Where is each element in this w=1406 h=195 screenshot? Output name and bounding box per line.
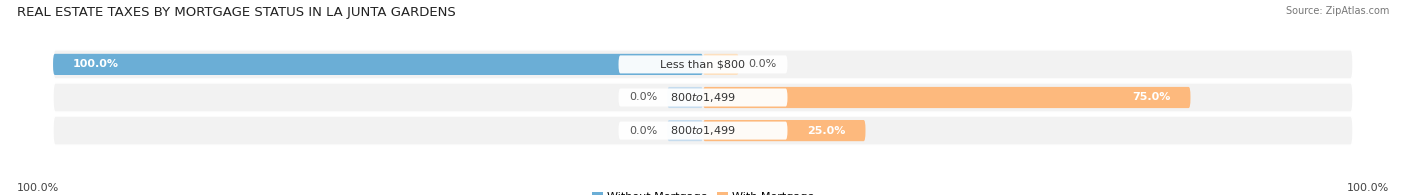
Legend: Without Mortgage, With Mortgage: Without Mortgage, With Mortgage bbox=[588, 188, 818, 195]
FancyBboxPatch shape bbox=[668, 120, 703, 141]
Text: 0.0%: 0.0% bbox=[748, 59, 776, 69]
FancyBboxPatch shape bbox=[619, 122, 787, 140]
FancyBboxPatch shape bbox=[619, 55, 787, 73]
Text: 100.0%: 100.0% bbox=[1347, 183, 1389, 193]
FancyBboxPatch shape bbox=[53, 50, 1353, 79]
FancyBboxPatch shape bbox=[668, 87, 703, 108]
Text: REAL ESTATE TAXES BY MORTGAGE STATUS IN LA JUNTA GARDENS: REAL ESTATE TAXES BY MORTGAGE STATUS IN … bbox=[17, 6, 456, 19]
Text: 0.0%: 0.0% bbox=[630, 92, 658, 103]
Text: Less than $800: Less than $800 bbox=[661, 59, 745, 69]
FancyBboxPatch shape bbox=[703, 54, 738, 75]
FancyBboxPatch shape bbox=[53, 54, 703, 75]
Text: 100.0%: 100.0% bbox=[17, 183, 59, 193]
Text: $800 to $1,499: $800 to $1,499 bbox=[671, 124, 735, 137]
Text: 75.0%: 75.0% bbox=[1133, 92, 1171, 103]
FancyBboxPatch shape bbox=[703, 87, 1191, 108]
Text: 100.0%: 100.0% bbox=[73, 59, 118, 69]
FancyBboxPatch shape bbox=[53, 116, 1353, 145]
FancyBboxPatch shape bbox=[703, 120, 866, 141]
Text: Source: ZipAtlas.com: Source: ZipAtlas.com bbox=[1285, 6, 1389, 16]
Text: 0.0%: 0.0% bbox=[630, 126, 658, 136]
Text: 25.0%: 25.0% bbox=[807, 126, 846, 136]
Text: $800 to $1,499: $800 to $1,499 bbox=[671, 91, 735, 104]
FancyBboxPatch shape bbox=[53, 83, 1353, 112]
FancyBboxPatch shape bbox=[619, 89, 787, 106]
